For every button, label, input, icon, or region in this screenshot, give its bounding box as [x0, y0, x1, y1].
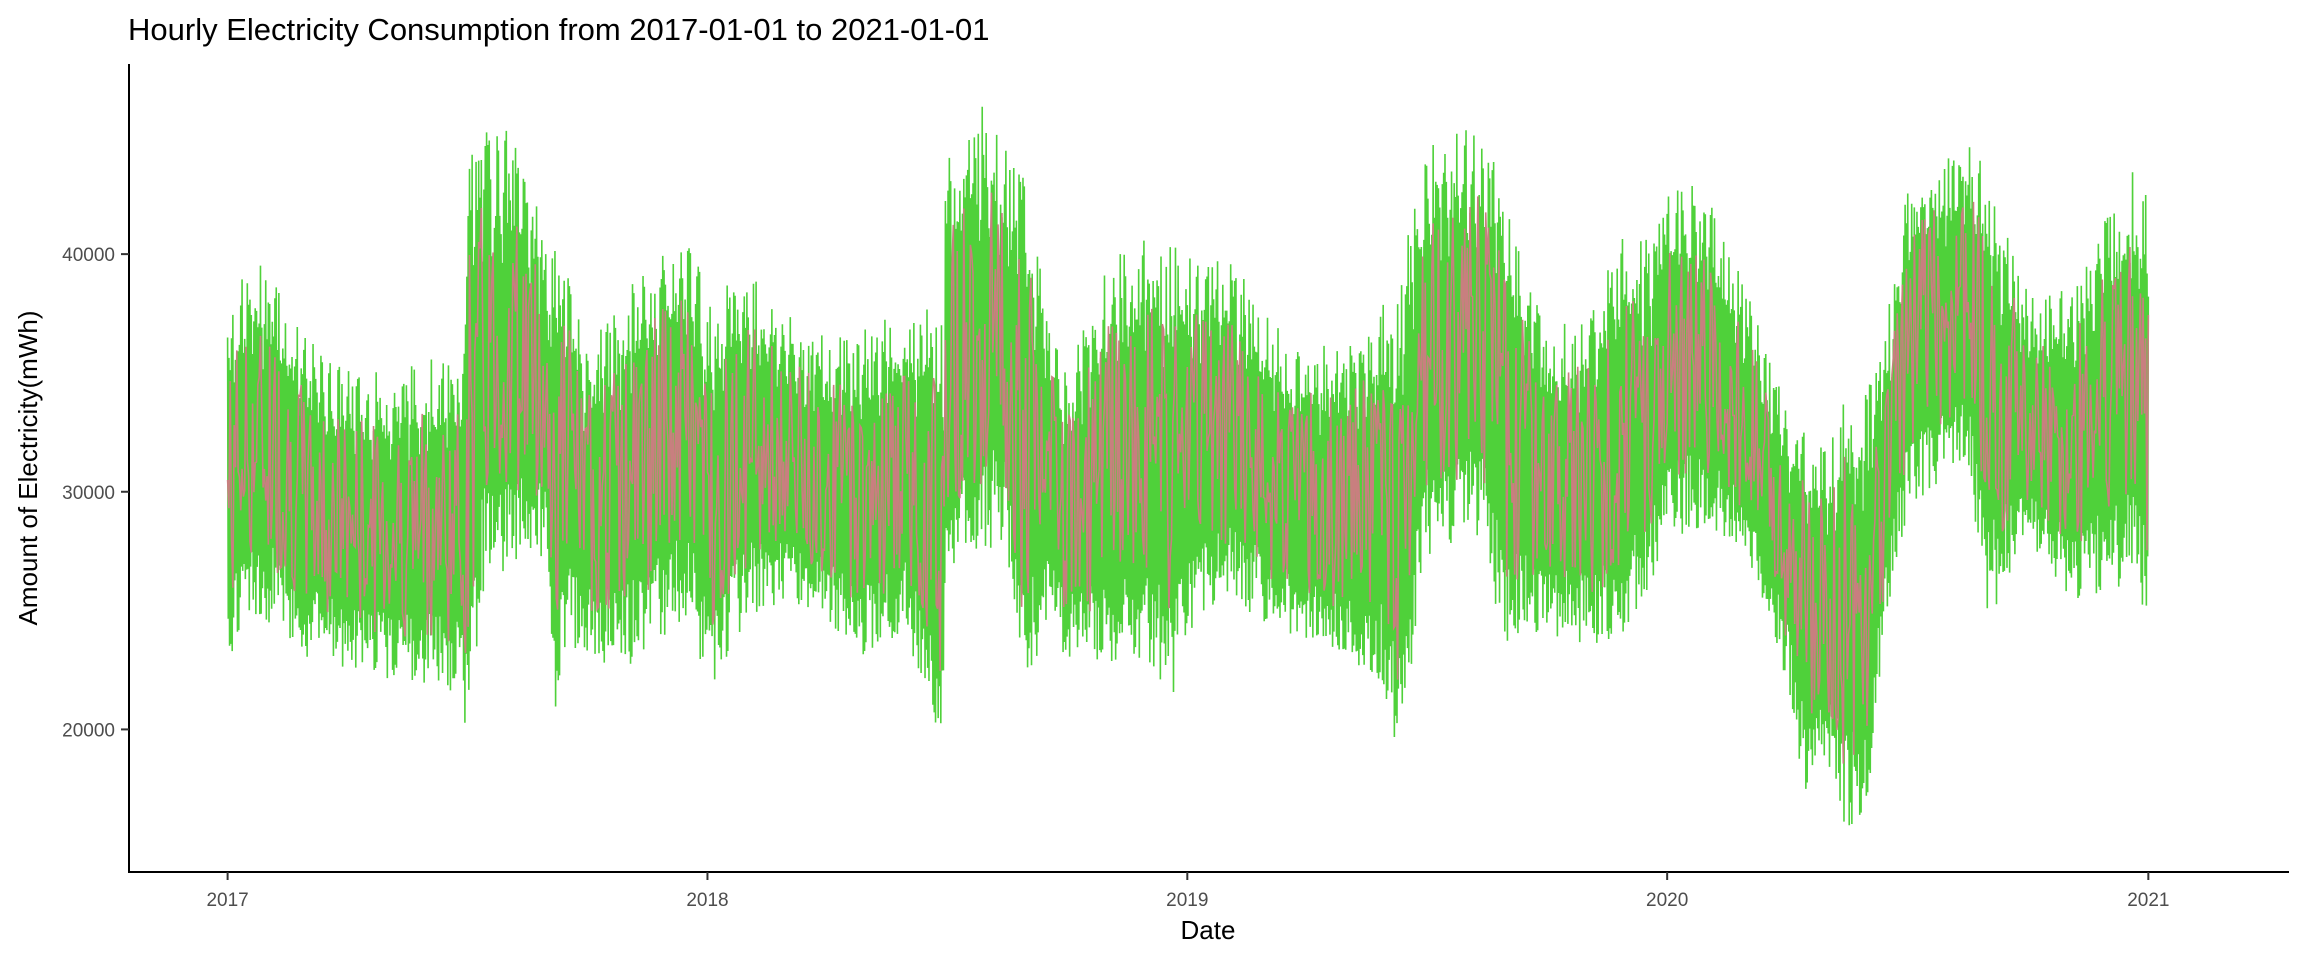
y-axis-ticks: 20000 30000 40000 — [62, 245, 129, 741]
x-tick-label: 2017 — [206, 890, 248, 911]
chart-title: Hourly Electricity Consumption from 2017… — [128, 12, 990, 47]
x-tick-label: 2019 — [1166, 890, 1208, 911]
y-axis-title: Amount of Electricity(mWh) — [13, 311, 43, 626]
series-layer — [226, 106, 2150, 826]
x-tick-label: 2018 — [686, 890, 728, 911]
y-tick-label: 40000 — [62, 245, 115, 266]
y-tick-label: 30000 — [62, 483, 115, 504]
x-tick-label: 2020 — [1646, 890, 1688, 911]
series-line-inner — [226, 192, 2150, 764]
x-tick-label: 2021 — [2127, 890, 2169, 911]
y-tick-label: 20000 — [62, 720, 115, 741]
plot-area — [226, 106, 2150, 826]
x-axis-ticks: 2017 2018 2019 2020 2021 — [206, 872, 2169, 911]
series-line-outer — [226, 106, 2150, 826]
x-axis-title: Date — [1181, 915, 1236, 945]
